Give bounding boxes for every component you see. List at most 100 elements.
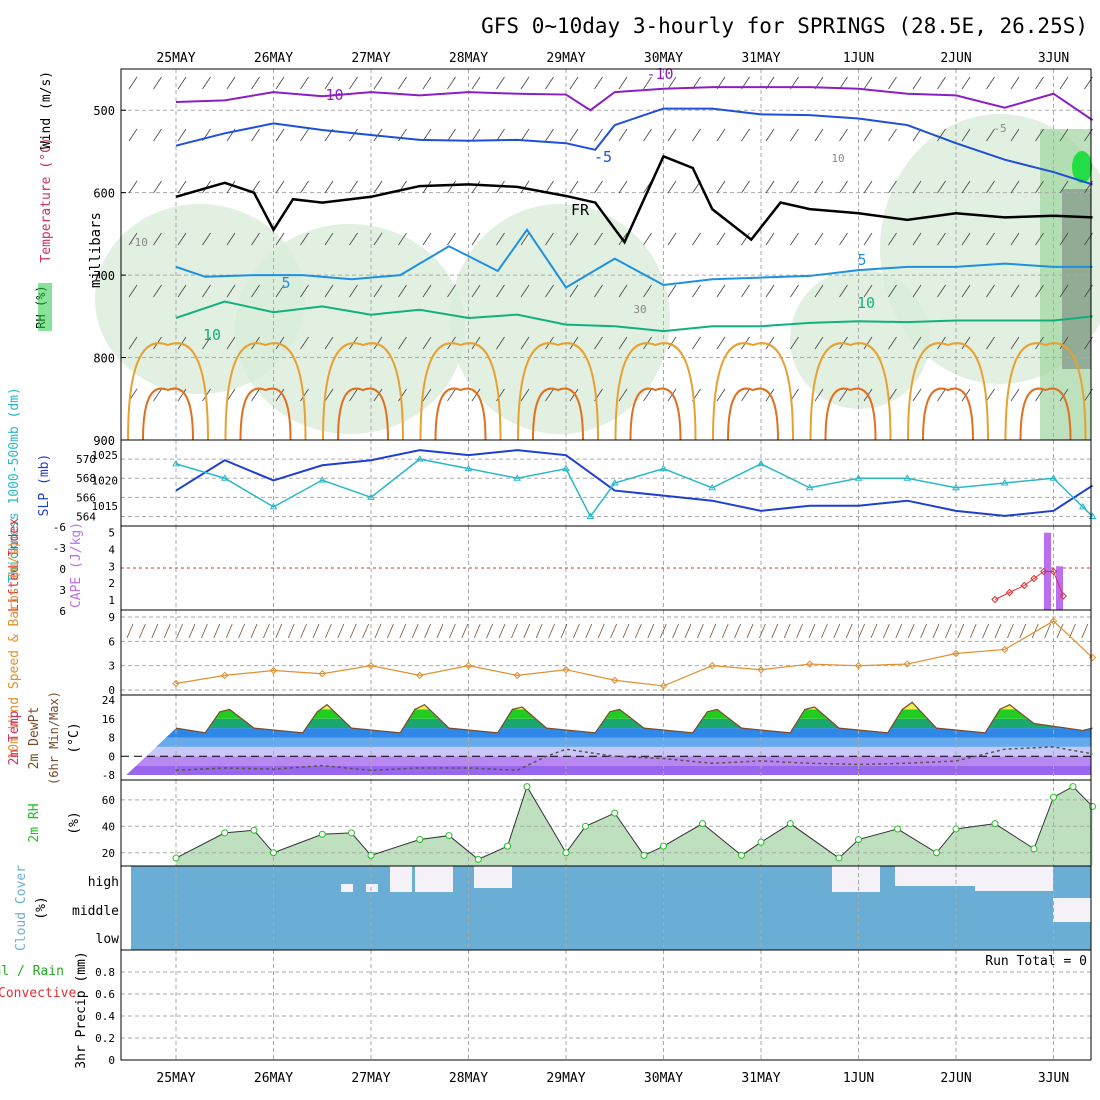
wind-speed-marker [416, 671, 424, 680]
wind-barb [373, 180, 383, 194]
thickness-marker [1078, 502, 1087, 510]
temp-contour-20 [337, 387, 389, 441]
wind-barb [226, 388, 236, 402]
wind-barb [398, 76, 407, 90]
wind-barb [300, 336, 309, 350]
temp-contour-15 [907, 342, 989, 441]
wind-barb [808, 623, 816, 639]
date-label-bottom: 31MAY [741, 1071, 780, 1086]
wind-barb [545, 180, 554, 194]
wind-barb [151, 623, 159, 639]
wind-barb [765, 232, 775, 246]
rh-marker [504, 842, 511, 850]
legend-3hr-precip: 3hr Precip (mm) [74, 951, 89, 1068]
contour-label-m10-c: -10 [128, 236, 148, 249]
legend-rh-units: (%) [67, 811, 82, 834]
wind-barb [128, 76, 138, 90]
wind-barb [937, 180, 946, 194]
rh-marker [348, 829, 355, 837]
wind-barb [471, 284, 481, 298]
wind-barb [1035, 388, 1044, 402]
wind-barb [1035, 76, 1044, 90]
cloud-level-label: middle [72, 904, 119, 919]
wind-barb [447, 128, 456, 142]
rh-marker [445, 832, 453, 840]
wind-barb [659, 623, 667, 639]
wind-barb [594, 284, 603, 298]
ytick-label-left: 570 [76, 453, 96, 466]
lifted-index-marker [1005, 588, 1014, 597]
thickness-marker [708, 483, 717, 491]
wind-barb [422, 76, 432, 90]
ytick-label: 3 [108, 660, 115, 673]
wind-barb [424, 623, 431, 639]
ytick-label: 0.4 [95, 1010, 115, 1023]
wind-barb [790, 128, 799, 142]
wind-barb [520, 180, 530, 194]
thickness-marker [367, 493, 375, 500]
wind-barb [888, 76, 897, 90]
precip-panel-bg [121, 950, 1091, 1060]
wind-barb [692, 232, 701, 246]
wind-barb [667, 180, 677, 194]
ytick-label: 0 [108, 684, 115, 697]
temp-contour-15 [127, 342, 209, 441]
wind-barb [535, 623, 543, 639]
rh-marker [582, 822, 589, 830]
wind-barb [349, 623, 357, 639]
wind-barb [128, 180, 138, 194]
lifted-index-marker [1059, 592, 1067, 600]
wind-barb [986, 128, 995, 142]
wind-barb [225, 623, 233, 639]
wind-barb [1010, 336, 1020, 350]
ytick-label-left: 3 [59, 584, 66, 597]
rh-marker [270, 849, 277, 857]
wind-barb [883, 623, 890, 639]
contour-label-5-b: 5 [857, 251, 866, 269]
wind-barb [912, 180, 922, 194]
wind-speed-line [175, 620, 1093, 687]
ytick-label-right: 1 [108, 594, 115, 607]
wind-speed-marker [806, 660, 814, 668]
wind-barb [986, 180, 995, 194]
temp-contour-20 [142, 387, 194, 441]
thickness-marker [562, 464, 570, 472]
wind-barb [520, 388, 530, 402]
wind-barb [961, 336, 971, 350]
wind-barb [422, 284, 432, 298]
cloud-clear-block [832, 866, 880, 892]
wind-speed-marker [1049, 617, 1058, 625]
rh-marker [416, 836, 424, 844]
wind-barb [349, 128, 358, 142]
wind-barb [153, 388, 162, 402]
date-label-bottom: 27MAY [351, 1071, 390, 1086]
wind-barb [697, 623, 704, 639]
cloud-panel: high middle low Cloud Cover (%) [14, 865, 1092, 951]
cloud-clear-block [895, 866, 975, 886]
wind-barb [1010, 284, 1020, 298]
wind-barb [520, 232, 530, 246]
wind-barb [263, 623, 270, 639]
wind-barb [667, 128, 677, 142]
cape-bar [1056, 566, 1063, 610]
wind-barb [300, 76, 309, 90]
temp-contour-15 [712, 342, 794, 441]
lifted-index-marker [1020, 581, 1028, 590]
temp-contour-15 [322, 342, 404, 441]
wind-barb [937, 76, 946, 90]
temp-band [121, 737, 1091, 747]
wind-barb [765, 128, 775, 142]
rh-marker [835, 854, 843, 862]
wind-barb [411, 623, 419, 639]
wind-barb [520, 128, 530, 142]
date-label-bottom: 1JUN [843, 1071, 874, 1086]
wind-speed-marker [903, 660, 911, 668]
wind-barb [163, 623, 171, 639]
temp-contour--10 [175, 86, 1094, 121]
wind-barb [128, 232, 138, 246]
ytick-label-left: 0 [59, 563, 66, 576]
rh-marker [367, 851, 375, 859]
thickness-marker [220, 474, 229, 481]
date-label-top: 29MAY [546, 51, 585, 66]
yaxis-title-millibars: millibars [88, 212, 104, 288]
